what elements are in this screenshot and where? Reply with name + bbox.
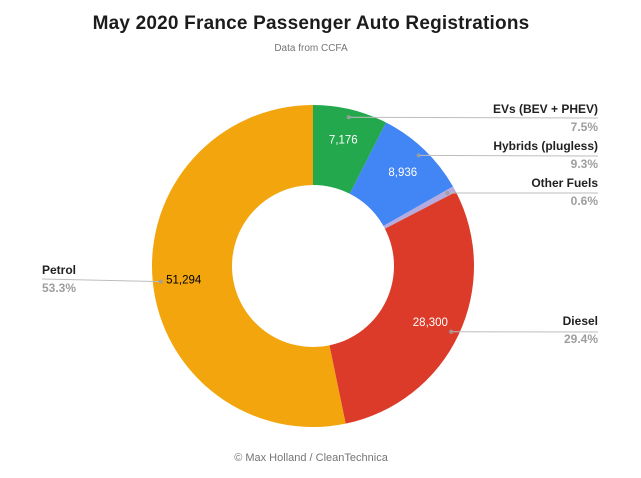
callout-evs: EVs (BEV + PHEV) 7.5% bbox=[493, 100, 598, 136]
leader-dot-diesel bbox=[449, 329, 454, 334]
leader-line-evs-bev-phev bbox=[348, 116, 599, 119]
credit-line: © Max Holland / CleanTechnica bbox=[234, 452, 388, 464]
segment-label-other-fuels: Other Fuels bbox=[531, 176, 598, 190]
slice-hybrids-plugless bbox=[349, 122, 454, 227]
slice-diesel bbox=[329, 191, 475, 424]
segment-percent-other-fuels: 0.6% bbox=[570, 194, 598, 208]
slice-value-diesel: 28,300 bbox=[413, 317, 448, 329]
segment-label-hybrids: Hybrids (plugless) bbox=[493, 139, 598, 153]
leader-dot-other-fuels bbox=[445, 190, 450, 196]
callout-hybrids: Hybrids (plugless) 9.3% bbox=[493, 137, 598, 173]
leader-line-petrol bbox=[41, 278, 161, 283]
slice-evs-bev-phev bbox=[313, 105, 387, 194]
slice-value-petrol: 51,294 bbox=[166, 274, 202, 286]
segment-label-evs: EVs (BEV + PHEV) bbox=[492, 102, 598, 116]
segment-percent-hybrids: 9.3% bbox=[570, 157, 598, 171]
chart-title: May 2020 France Passenger Auto Registrat… bbox=[92, 13, 530, 34]
segment-percent-diesel: 29.4% bbox=[563, 332, 598, 346]
leader-dot-hybrids-plugless bbox=[416, 153, 421, 158]
chart-subtitle: Data from CCFA bbox=[274, 43, 348, 54]
callout-diesel: Diesel 29.4% bbox=[563, 312, 598, 348]
segment-percent-evs: 7.5% bbox=[570, 120, 598, 134]
leader-dot-evs-bev-phev bbox=[346, 115, 351, 120]
callout-petrol: Petrol 53.3% bbox=[42, 261, 76, 297]
segment-label-diesel: Diesel bbox=[562, 314, 598, 328]
leader-line-hybrids-plugless bbox=[418, 154, 599, 157]
segment-percent-petrol: 53.3% bbox=[42, 281, 77, 295]
slice-other-fuels bbox=[383, 186, 456, 229]
segment-label-petrol: Petrol bbox=[42, 263, 77, 277]
slice-petrol bbox=[151, 105, 346, 427]
slice-value-hybrids-plugless: 8,936 bbox=[388, 167, 417, 179]
leader-dot-petrol bbox=[158, 279, 163, 284]
slice-value-evs-bev-phev: 7,176 bbox=[329, 135, 358, 147]
callout-other-fuels: Other Fuels 0.6% bbox=[531, 174, 598, 210]
